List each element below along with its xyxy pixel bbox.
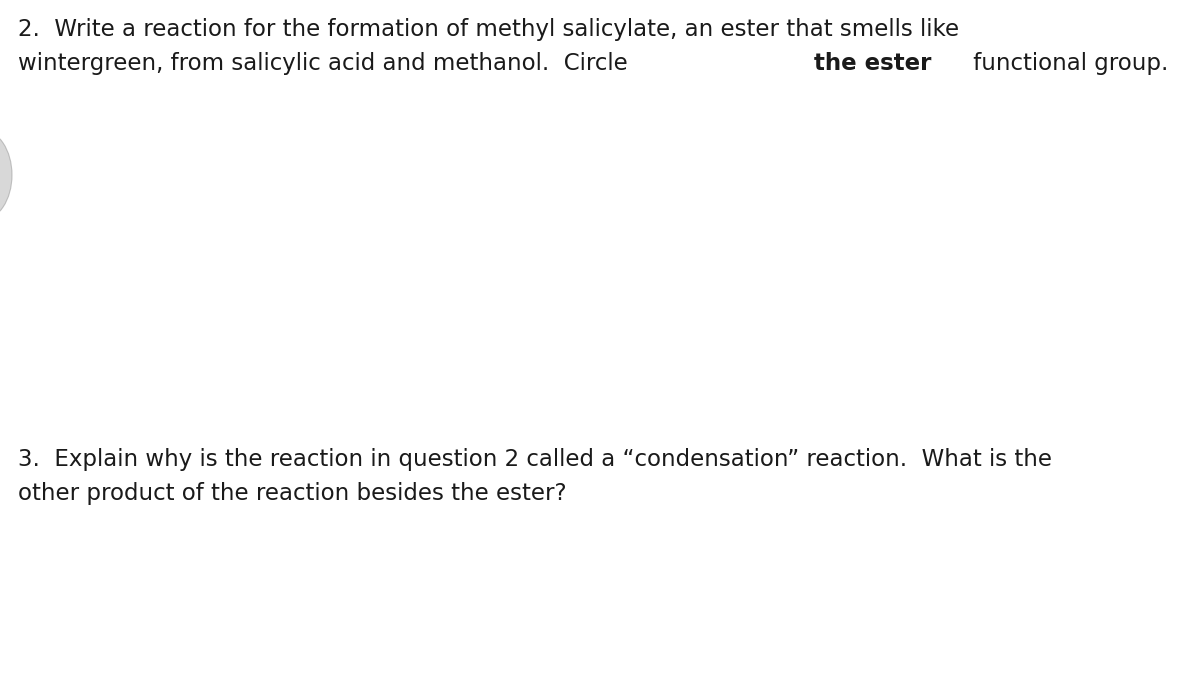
Text: other product of the reaction besides the ester?: other product of the reaction besides th… xyxy=(18,482,566,505)
Ellipse shape xyxy=(0,130,12,220)
Text: wintergreen, from salicylic acid and methanol.  Circle: wintergreen, from salicylic acid and met… xyxy=(18,52,635,75)
Text: functional group.: functional group. xyxy=(966,52,1168,75)
Text: 2.  Write a reaction for the formation of methyl salicylate, an ester that smell: 2. Write a reaction for the formation of… xyxy=(18,18,959,41)
Text: 3.  Explain why is the reaction in question 2 called a “condensation” reaction. : 3. Explain why is the reaction in questi… xyxy=(18,448,1052,471)
Text: the ester: the ester xyxy=(814,52,931,75)
